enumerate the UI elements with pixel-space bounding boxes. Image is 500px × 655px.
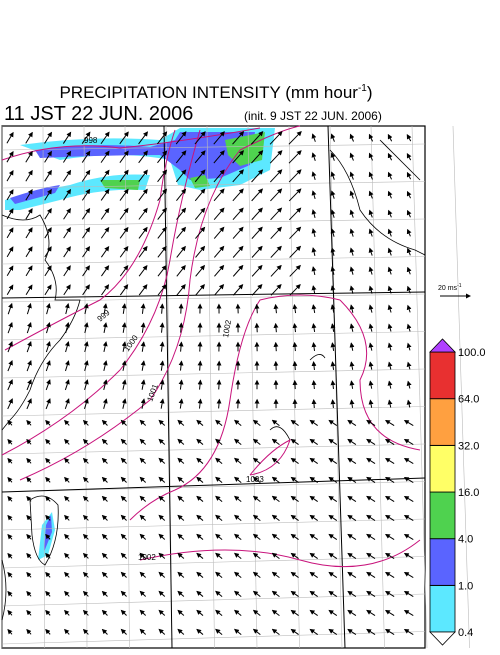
colorbar: 0.4 1.0 4.0 16.0 32.0 64.0 100.0 — [430, 339, 486, 645]
wind-arrow — [295, 362, 296, 370]
colorbar-segment — [430, 539, 455, 586]
wind-arrow — [200, 342, 201, 351]
colorbar-tick-label: 100.0 — [458, 347, 486, 359]
colorbar-tick-label: 32.0 — [458, 440, 479, 452]
wind-arrow — [314, 400, 315, 408]
wind-arrow — [257, 305, 258, 314]
colorbar-tick-label: 4.0 — [458, 534, 473, 546]
wind-arrow — [181, 323, 182, 332]
colorbar-segment — [430, 445, 455, 492]
title: PRECIPITATION INTENSITY (mm hour-1) — [59, 83, 372, 102]
isobar-label: 1003 — [246, 475, 264, 484]
colorbar-over — [430, 339, 455, 352]
wind-arrow — [219, 381, 220, 390]
colorbar-segment — [430, 352, 455, 399]
colorbar-segment — [430, 399, 455, 446]
colorbar-under — [430, 632, 455, 645]
colorbar-tick-label: 16.0 — [458, 487, 479, 499]
valid-time: 11 JST 22 JUN. 2006 — [4, 103, 193, 125]
init-time: (init. 9 JST 22 JUN. 2006) — [244, 109, 382, 123]
map: 998 999 1000 1001 1002 1003 1002 — [2, 126, 470, 648]
colorbar-tick-label: 1.0 — [458, 580, 473, 592]
wind-arrow — [200, 361, 201, 370]
graticule — [453, 126, 470, 648]
colorbar-tick-label: 64.0 — [458, 394, 479, 406]
colorbar-tick-label: 0.4 — [458, 627, 473, 639]
colorbar-segment — [430, 492, 455, 539]
colorbar-segment — [430, 585, 455, 632]
wind-arrow — [276, 343, 277, 351]
